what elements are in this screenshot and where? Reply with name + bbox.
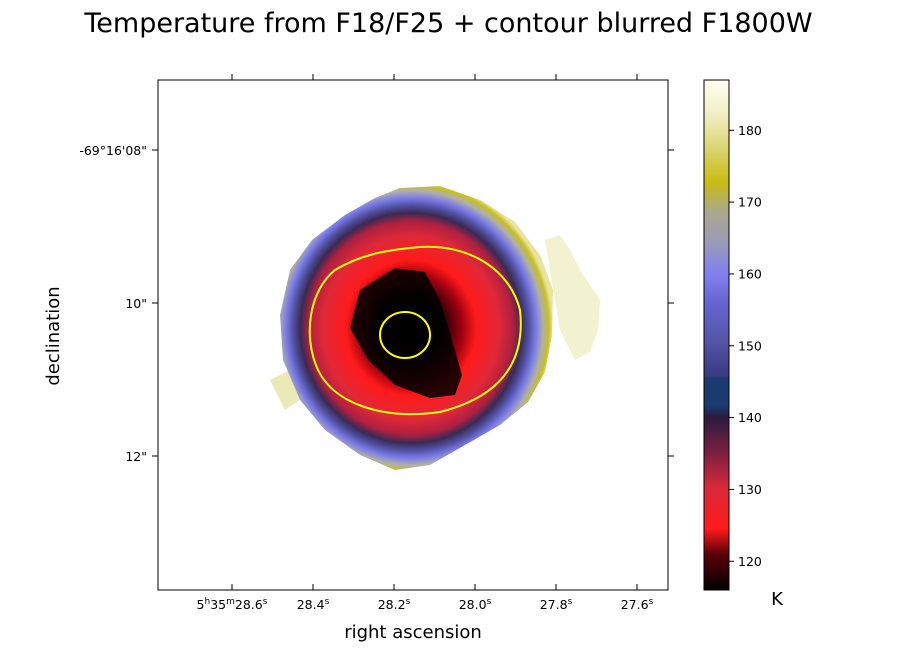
y-tick-marks	[152, 149, 674, 457]
colorbar-tick-label-2: 140	[738, 410, 762, 425]
colorbar-gradient	[703, 79, 730, 591]
x-tick-label-4: 27.8s	[540, 597, 573, 612]
x-tick-label-3: 28.0s	[459, 597, 492, 612]
x-axis-label: right ascension	[344, 622, 482, 643]
colorbar-tick-label-1: 130	[738, 482, 762, 497]
x-tick-marks	[231, 74, 638, 590]
x-tick-label-5: 27.6s	[621, 597, 654, 612]
halo-east	[545, 235, 600, 360]
chart-title: Temperature from F18/F25 + contour blurr…	[84, 8, 813, 39]
y-tick-label-0: -69°16'08"	[79, 143, 147, 158]
colorbar-tick-label-0: 120	[738, 554, 762, 569]
map-axes: 5h35m28.6s 28.4s 28.2s 28.0s 27.8s 27.6s…	[43, 74, 674, 643]
y-tick-label-1: 10"	[125, 296, 147, 311]
colorbar: 120 130 140 150 160 170 180 K	[703, 79, 784, 610]
contour-inner	[379, 311, 431, 359]
colorbar-tick-label-5: 170	[738, 195, 762, 210]
x-tick-label-2: 28.2s	[378, 597, 411, 612]
colorbar-tick-label-3: 150	[738, 338, 762, 353]
temperature-map	[270, 186, 600, 470]
contour-outer	[308, 245, 522, 416]
x-tick-label-1: 28.4s	[297, 597, 330, 612]
cold-core	[350, 268, 462, 398]
y-axis-label: declination	[43, 286, 64, 385]
colorbar-label: K	[771, 589, 784, 610]
x-tick-label-0: 5h35m28.6s	[197, 597, 268, 612]
y-tick-label-2: 12"	[125, 449, 147, 464]
colorbar-tick-label-4: 160	[738, 266, 762, 281]
colorbar-tick-label-6: 180	[738, 123, 762, 138]
colorbar-ticks: 120 130 140 150 160 170 180	[729, 123, 762, 569]
